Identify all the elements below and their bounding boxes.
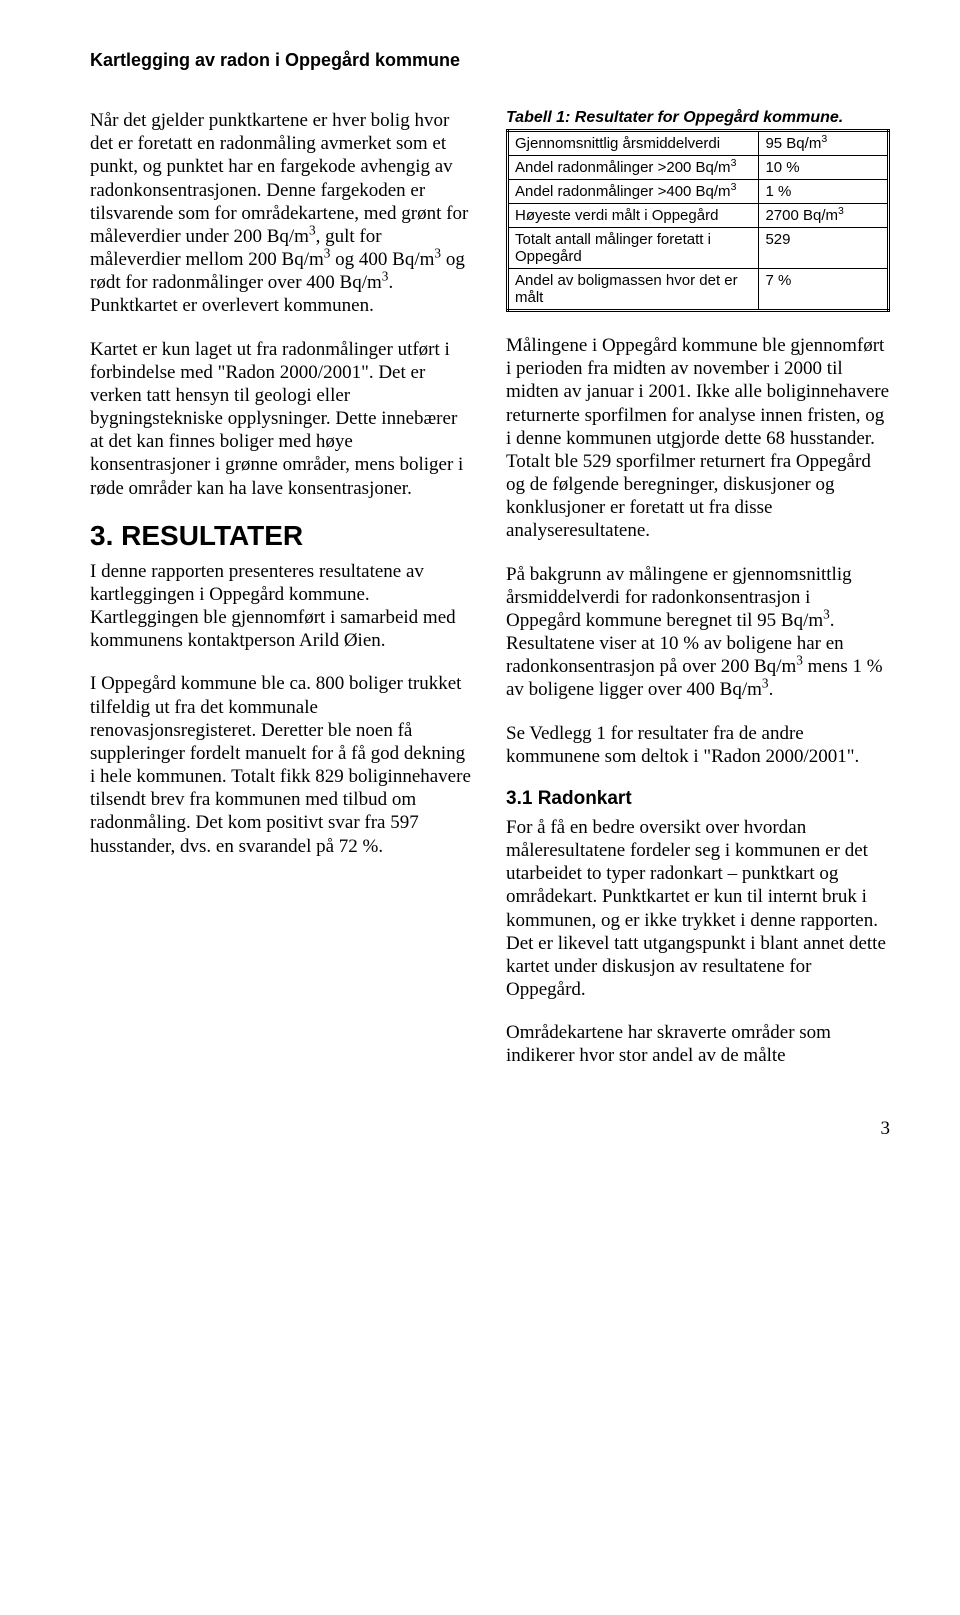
table-row: Andel radonmålinger >200 Bq/m310 % <box>508 156 889 180</box>
table-row: Høyeste verdi målt i Oppegård2700 Bq/m3 <box>508 204 889 228</box>
superscript: 3 <box>796 653 803 668</box>
text-run: Når det gjelder punktkartene er hver bol… <box>90 110 468 247</box>
table-row: Gjennomsnittlig årsmiddelverdi95 Bq/m3 <box>508 131 889 156</box>
right-paragraph-2: På bakgrunn av målingene er gjennomsnitt… <box>506 563 890 702</box>
left-paragraph-2: Kartet er kun laget ut fra radonmålinger… <box>90 338 474 500</box>
table-cell-label: Totalt antall målinger foretatt i Oppegå… <box>508 228 759 269</box>
table-cell-value: 7 % <box>759 269 889 311</box>
right-paragraph-1: Målingene i Oppegård kommune ble gjennom… <box>506 334 890 543</box>
table-cell-value: 10 % <box>759 156 889 180</box>
table-cell-value: 529 <box>759 228 889 269</box>
table-cell-value: 2700 Bq/m3 <box>759 204 889 228</box>
superscript: 3 <box>762 676 769 691</box>
page-header-title: Kartlegging av radon i Oppegård kommune <box>90 50 890 71</box>
page: Kartlegging av radon i Oppegård kommune … <box>0 0 960 1180</box>
table-cell-value: 95 Bq/m3 <box>759 131 889 156</box>
subsection-heading-radonkart: 3.1 Radonkart <box>506 788 890 810</box>
table-cell-label: Andel radonmålinger >200 Bq/m3 <box>508 156 759 180</box>
left-column: Når det gjelder punktkartene er hver bol… <box>90 109 474 1088</box>
left-paragraph-1: Når det gjelder punktkartene er hver bol… <box>90 109 474 318</box>
table-row: Totalt antall målinger foretatt i Oppegå… <box>508 228 889 269</box>
right-paragraph-4: For å få en bedre oversikt over hvordan … <box>506 816 890 1001</box>
right-column: Tabell 1: Resultater for Oppegård kommun… <box>506 109 890 1088</box>
two-column-layout: Når det gjelder punktkartene er hver bol… <box>90 109 890 1088</box>
superscript: 3 <box>823 607 830 622</box>
table-cell-label: Andel radonmålinger >400 Bq/m3 <box>508 180 759 204</box>
left-paragraph-3: I denne rapporten presenteres resultaten… <box>90 560 474 653</box>
text-run: På bakgrunn av målingene er gjennomsnitt… <box>506 564 852 631</box>
right-paragraph-3: Se Vedlegg 1 for resultater fra de andre… <box>506 722 890 768</box>
results-table: Gjennomsnittlig årsmiddelverdi95 Bq/m3An… <box>506 129 890 312</box>
left-paragraph-4: I Oppegård kommune ble ca. 800 boliger t… <box>90 672 474 857</box>
superscript: 3 <box>838 205 844 217</box>
superscript: 3 <box>731 181 737 193</box>
table-cell-label: Andel av boligmassen hvor det er målt <box>508 269 759 311</box>
table-row: Andel av boligmassen hvor det er målt7 % <box>508 269 889 311</box>
table-cell-value: 1 % <box>759 180 889 204</box>
table-caption: Tabell 1: Resultater for Oppegård kommun… <box>506 109 890 127</box>
table-cell-label: Gjennomsnittlig årsmiddelverdi <box>508 131 759 156</box>
table-row: Andel radonmålinger >400 Bq/m31 % <box>508 180 889 204</box>
right-paragraph-5: Områdekartene har skraverte områder som … <box>506 1021 890 1067</box>
table-cell-label: Høyeste verdi målt i Oppegård <box>508 204 759 228</box>
text-run: og 400 Bq/m <box>330 249 434 270</box>
superscript: 3 <box>731 157 737 169</box>
page-number: 3 <box>90 1118 890 1140</box>
superscript: 3 <box>309 223 316 238</box>
section-heading-resultater: 3. RESULTATER <box>90 520 474 552</box>
text-run: . <box>769 679 774 700</box>
superscript: 3 <box>821 133 827 145</box>
